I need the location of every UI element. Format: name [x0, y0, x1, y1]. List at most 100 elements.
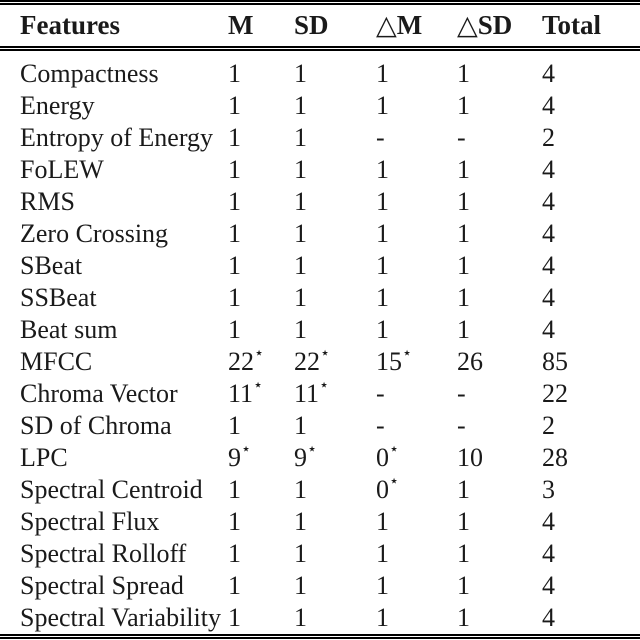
- feature-name-cell: Chroma Vector: [20, 379, 178, 408]
- value-cell: 1: [228, 187, 241, 216]
- value-cell: 1: [376, 59, 389, 88]
- value-cell: 9⋆: [228, 441, 252, 472]
- star-superscript: ⋆: [254, 345, 265, 363]
- table-row: Beat sum 1 1 1 1 4: [0, 314, 640, 346]
- value-cell: 1: [376, 315, 389, 344]
- feature-name-cell: LPC: [20, 443, 68, 472]
- value-cell: 1: [457, 507, 470, 536]
- value-cell: -: [457, 123, 466, 152]
- value-cell: 11⋆: [294, 377, 330, 408]
- col-header-delta-m: △M: [376, 2, 457, 51]
- table-body: Compactness 1 1 1 1 4 Energy 1 1 1 1 4 Entropy of En…: [0, 49, 640, 637]
- value-cell: 4: [542, 251, 555, 280]
- feature-name-cell: Energy: [20, 91, 95, 120]
- value-cell: 9⋆: [294, 441, 318, 472]
- value-cell: 1: [376, 571, 389, 600]
- feature-name-cell: Compactness: [20, 59, 159, 88]
- feature-name-cell: Spectral Flux: [20, 507, 160, 536]
- table-row: SSBeat 1 1 1 1 4: [0, 282, 640, 314]
- value-cell: 1: [457, 91, 470, 120]
- col-header-features: Features: [0, 2, 228, 51]
- value-cell: 1: [294, 507, 307, 536]
- value-cell: -: [376, 123, 385, 152]
- value-cell: 4: [542, 603, 555, 632]
- star-superscript: ⋆: [320, 345, 331, 363]
- value-cell: -: [376, 379, 385, 408]
- value-cell: 4: [542, 155, 555, 184]
- table-row: Entropy of Energy 1 1 - - 2: [0, 122, 640, 154]
- table-row: RMS 1 1 1 1 4: [0, 186, 640, 218]
- table-header-row: Features M SD △M △SD Total: [0, 2, 640, 51]
- value-cell: -: [457, 411, 466, 440]
- value-cell: 1: [376, 219, 389, 248]
- value-cell: 22: [542, 379, 568, 408]
- value-cell: 4: [542, 59, 555, 88]
- table-row: Chroma Vector 11⋆ 11⋆ - - 22: [0, 378, 640, 410]
- feature-name-cell: SSBeat: [20, 283, 97, 312]
- value-cell: 1: [457, 475, 470, 504]
- value-cell: 4: [542, 283, 555, 312]
- table-row: Spectral Spread 1 1 1 1 4: [0, 570, 640, 602]
- feature-name-cell: Entropy of Energy: [20, 123, 214, 152]
- col-header-total: Total: [542, 2, 640, 51]
- table-row: Compactness 1 1 1 1 4: [0, 49, 640, 91]
- feature-name-cell: Spectral Variability: [20, 603, 221, 632]
- star-superscript: ⋆: [319, 377, 330, 395]
- star-superscript: ⋆: [241, 441, 252, 459]
- value-cell: 4: [542, 219, 555, 248]
- value-cell: 10: [457, 443, 483, 472]
- value-cell: 0⋆: [376, 473, 400, 504]
- value-cell: 1: [376, 251, 389, 280]
- value-cell: 1: [294, 91, 307, 120]
- star-superscript: ⋆: [253, 377, 264, 395]
- value-cell: 1: [294, 603, 307, 632]
- value-cell: 1: [294, 475, 307, 504]
- value-cell: 1: [457, 315, 470, 344]
- value-cell: 1: [294, 571, 307, 600]
- value-cell: 1: [294, 123, 307, 152]
- value-cell: 22⋆: [228, 345, 265, 376]
- value-cell: 1: [457, 187, 470, 216]
- value-cell: 15⋆: [376, 345, 413, 376]
- value-cell: 2: [542, 123, 555, 152]
- value-cell: 2: [542, 411, 555, 440]
- col-header-delta-sd: △SD: [457, 2, 542, 51]
- value-cell: 1: [294, 187, 307, 216]
- value-cell: 1: [294, 539, 307, 568]
- feature-name-cell: SD of Chroma: [20, 411, 172, 440]
- value-cell: 1: [294, 411, 307, 440]
- table-row: MFCC 22⋆ 22⋆ 15⋆ 26 85: [0, 346, 640, 378]
- value-cell: 4: [542, 187, 555, 216]
- value-cell: 28: [542, 443, 568, 472]
- value-cell: 0⋆: [376, 441, 400, 472]
- value-cell: 1: [228, 603, 241, 632]
- table-row: SBeat 1 1 1 1 4: [0, 250, 640, 282]
- value-cell: 1: [457, 571, 470, 600]
- value-cell: 4: [542, 315, 555, 344]
- value-cell: -: [457, 379, 466, 408]
- value-cell: 1: [294, 59, 307, 88]
- value-cell: 1: [228, 507, 241, 536]
- table-row: Spectral Variability 1 1 1 1 4: [0, 602, 640, 637]
- value-cell: 1: [228, 539, 241, 568]
- star-superscript: ⋆: [402, 345, 413, 363]
- star-superscript: ⋆: [389, 473, 400, 491]
- value-cell: 1: [376, 507, 389, 536]
- value-cell: 26: [457, 347, 483, 376]
- col-header-sd: SD: [294, 2, 376, 51]
- feature-name-cell: RMS: [20, 187, 75, 216]
- value-cell: 1: [294, 283, 307, 312]
- feature-name-cell: Spectral Spread: [20, 571, 184, 600]
- table-row: SD of Chroma 1 1 - - 2: [0, 410, 640, 442]
- table-row: Zero Crossing 1 1 1 1 4: [0, 218, 640, 250]
- value-cell: 11⋆: [228, 377, 264, 408]
- value-cell: 85: [542, 347, 568, 376]
- feature-name-cell: Spectral Rolloff: [20, 539, 187, 568]
- value-cell: -: [376, 411, 385, 440]
- feature-name-cell: FoLEW: [20, 155, 104, 184]
- value-cell: 22⋆: [294, 345, 331, 376]
- value-cell: 1: [376, 283, 389, 312]
- value-cell: 4: [542, 91, 555, 120]
